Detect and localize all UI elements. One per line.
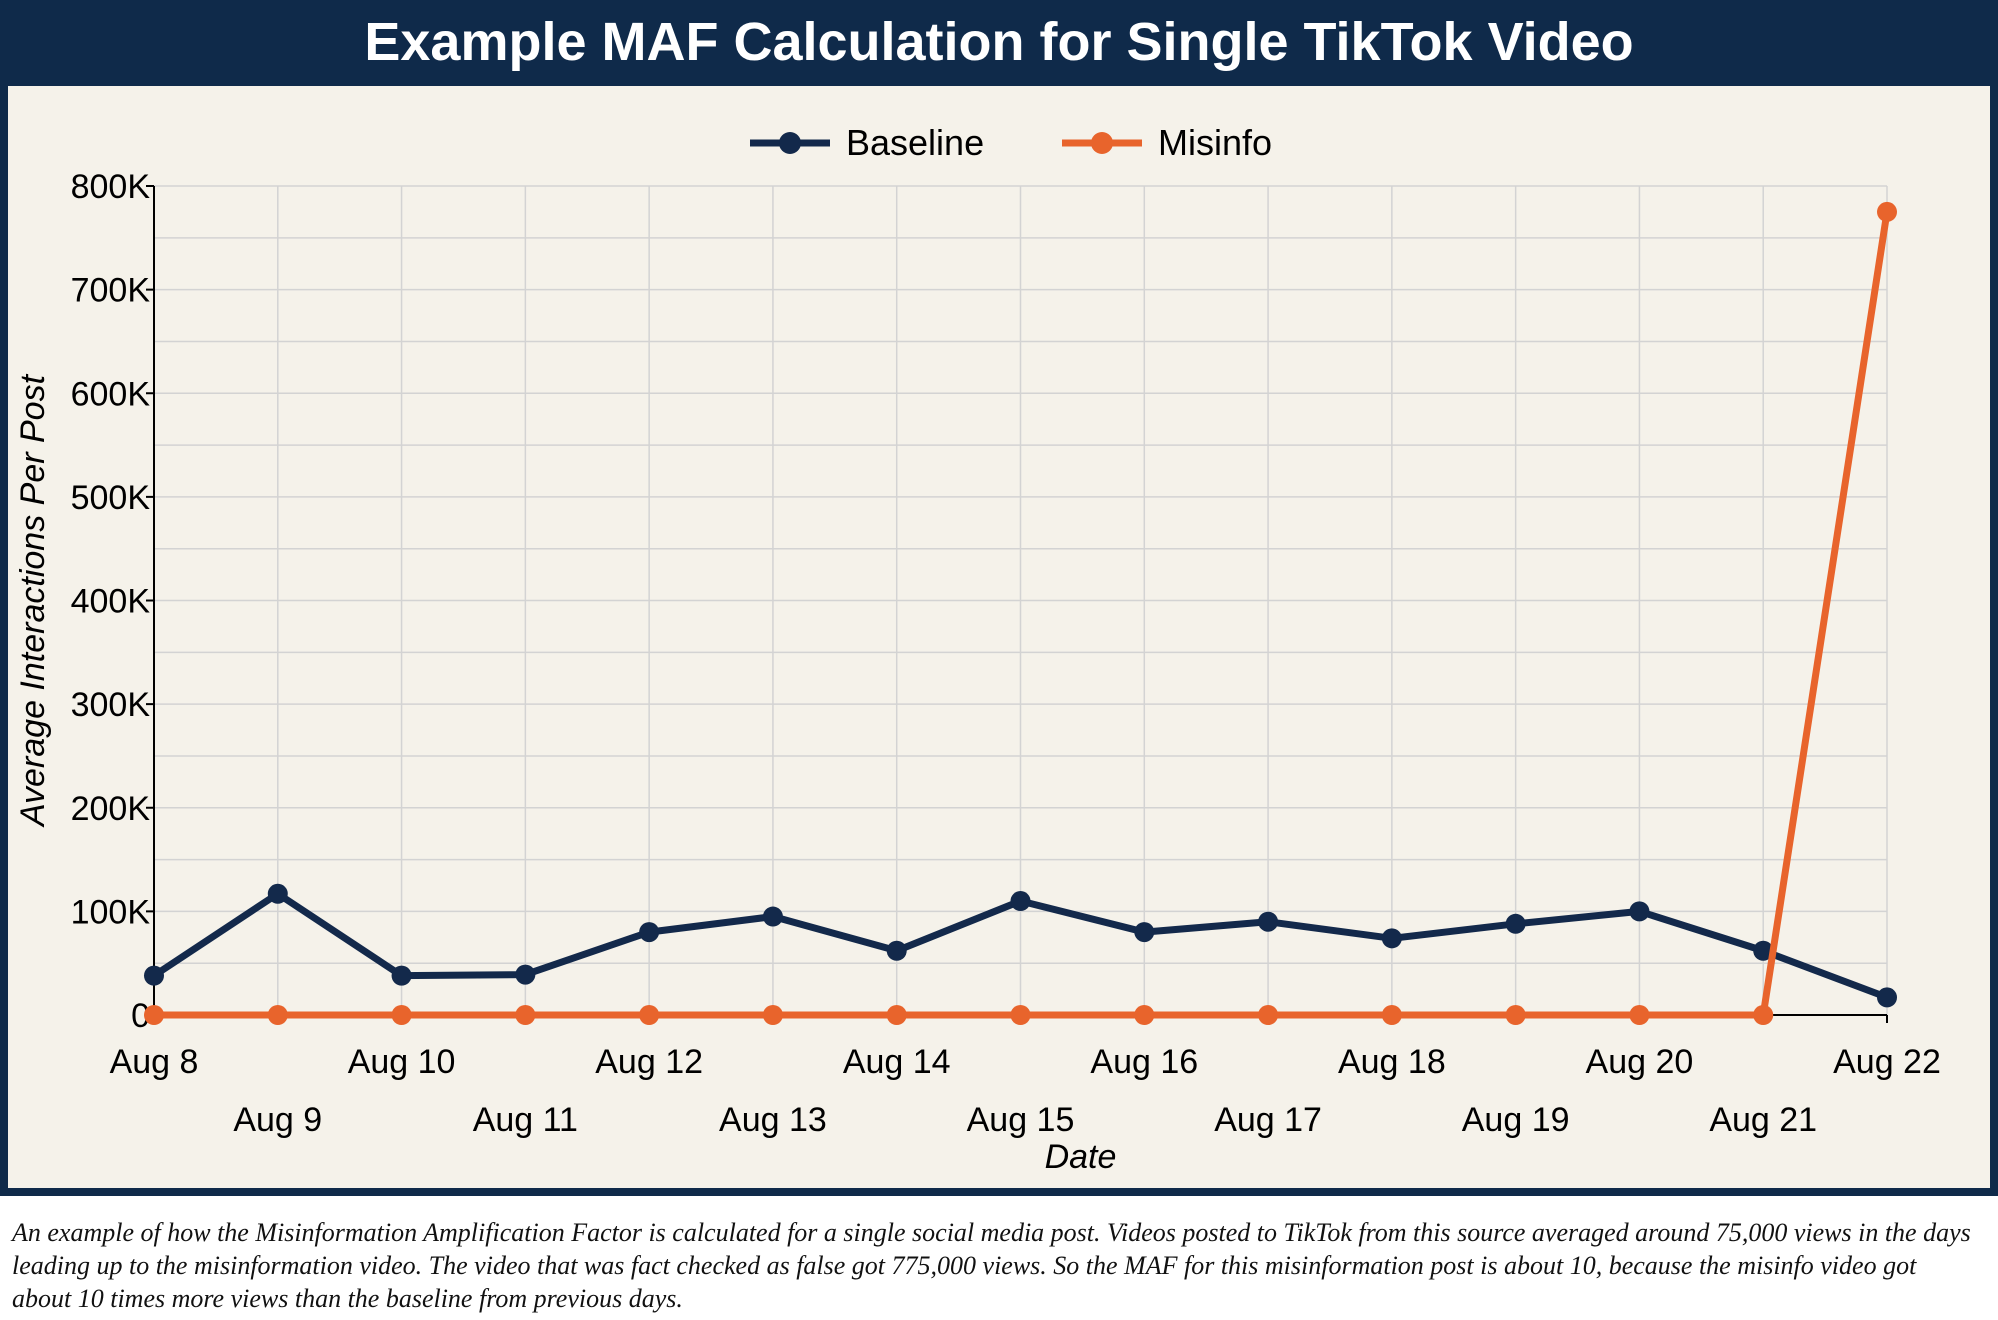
- y-tick-label: 700K: [71, 272, 151, 310]
- misinfo-point: [639, 1005, 660, 1025]
- legend-label-misinfo: Misinfo: [1158, 122, 1272, 163]
- y-tick-label: 500K: [71, 479, 151, 517]
- misinfo-point: [1134, 1005, 1155, 1025]
- misinfo-point: [267, 1005, 288, 1025]
- baseline-point: [1134, 922, 1155, 943]
- x-tick-label: Aug 12: [595, 1043, 703, 1081]
- x-tick-label: Aug 10: [348, 1043, 456, 1081]
- y-tick-label: 0: [131, 997, 150, 1035]
- x-tick-label: Aug 19: [1462, 1101, 1570, 1139]
- x-axis-label: Date: [1045, 1138, 1117, 1176]
- misinfo-point: [1381, 1005, 1402, 1025]
- x-tick-label: Aug 14: [843, 1043, 951, 1081]
- x-tick-label: Aug 20: [1586, 1043, 1694, 1081]
- baseline-point: [1753, 940, 1774, 961]
- x-tick-label: Aug 21: [1709, 1101, 1817, 1139]
- baseline-point: [1505, 913, 1526, 934]
- legend-marker-baseline: [779, 132, 801, 154]
- misinfo-point: [144, 1005, 164, 1025]
- x-tick-label: Aug 9: [233, 1101, 322, 1139]
- y-tick-label: 600K: [71, 375, 151, 413]
- misinfo-point: [515, 1005, 536, 1025]
- baseline-point: [1381, 928, 1402, 949]
- y-tick-label: 100K: [71, 893, 151, 931]
- misinfo-point: [886, 1005, 907, 1025]
- y-tick-label: 800K: [71, 168, 151, 206]
- misinfo-point: [1505, 1005, 1526, 1025]
- misinfo-point: [1258, 1005, 1279, 1025]
- x-tick-label: Aug 11: [473, 1101, 578, 1139]
- baseline-point: [1258, 911, 1279, 932]
- baseline-point: [1010, 891, 1031, 912]
- x-tick-label: Aug 13: [719, 1101, 827, 1139]
- chart-frame: Example MAF Calculation for Single TikTo…: [0, 0, 1998, 1196]
- chart-title: Example MAF Calculation for Single TikTo…: [364, 12, 1634, 72]
- x-tick-label: Aug 15: [967, 1101, 1075, 1139]
- misinfo-point: [391, 1005, 412, 1025]
- misinfo-point: [762, 1005, 783, 1025]
- baseline-point: [1629, 901, 1650, 922]
- misinfo-point: [1629, 1005, 1650, 1025]
- baseline-point: [144, 965, 164, 986]
- plot-panel: [8, 86, 1990, 1188]
- y-tick-label: 400K: [71, 583, 151, 621]
- y-tick-label: 200K: [71, 790, 151, 828]
- baseline-point: [391, 965, 412, 986]
- baseline-point: [1877, 987, 1897, 1008]
- x-tick-label: Aug 16: [1090, 1043, 1198, 1081]
- x-tick-label: Aug 22: [1833, 1043, 1941, 1081]
- baseline-point: [515, 964, 536, 985]
- baseline-point: [762, 906, 783, 927]
- misinfo-point: [1877, 201, 1897, 222]
- misinfo-point: [1010, 1005, 1031, 1025]
- y-axis-label: Average Interactions Per Post: [14, 373, 52, 828]
- legend-marker-misinfo: [1091, 132, 1113, 154]
- baseline-point: [267, 883, 288, 904]
- baseline-point: [886, 940, 907, 961]
- x-tick-label: Aug 18: [1338, 1043, 1446, 1081]
- x-tick-label: Aug 8: [110, 1043, 199, 1081]
- misinfo-point: [1753, 1005, 1774, 1025]
- y-tick-label: 300K: [71, 686, 151, 724]
- baseline-point: [639, 922, 660, 943]
- line-chart: 0 100K 200K 300K 400K 500K 600K 700K 800K Aug 8 Au…: [14, 122, 1941, 1176]
- x-tick-label: Aug 17: [1214, 1101, 1322, 1139]
- figure-caption: An example of how the Misinformation Amp…: [12, 1218, 1971, 1313]
- legend-label-baseline: Baseline: [846, 122, 984, 163]
